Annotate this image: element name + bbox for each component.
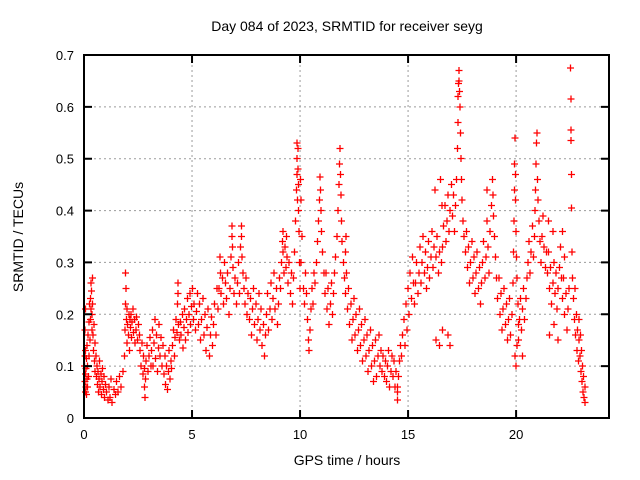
y-tick-label: 0.5 <box>56 152 74 167</box>
y-tick-label: 0.2 <box>56 307 74 322</box>
plot-border <box>83 54 610 419</box>
x-tick-label: 10 <box>293 427 307 442</box>
x-axis-label: GPS time / hours <box>293 452 401 468</box>
chart-title: Day 084 of 2023, SRMTID for receiver sey… <box>211 18 483 34</box>
y-tick-label: 0.3 <box>56 255 74 270</box>
x-tick-label: 0 <box>80 427 87 442</box>
y-tick-label: 0.1 <box>56 359 74 374</box>
x-tick-label: 15 <box>401 427 415 442</box>
x-tick-label: 5 <box>188 427 195 442</box>
x-tick-label: 20 <box>509 427 523 442</box>
y-tick-label: 0 <box>67 411 74 426</box>
y-tick-label: 0.7 <box>56 48 74 63</box>
y-axis-label: SRMTID / TECUs <box>10 181 26 293</box>
data-points <box>81 64 589 406</box>
y-tick-label: 0.6 <box>56 100 74 115</box>
y-tick-label: 0.4 <box>56 204 74 219</box>
